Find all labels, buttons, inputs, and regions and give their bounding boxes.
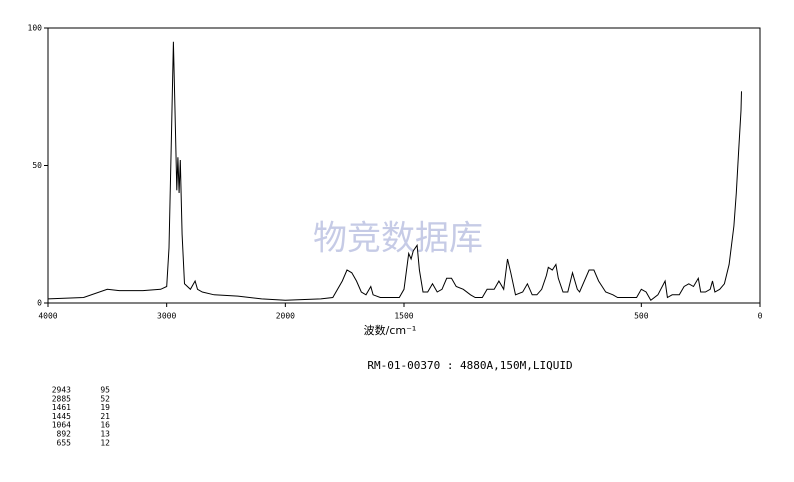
peak-cell: 12 — [100, 438, 110, 447]
peak-cell: 655 — [57, 438, 72, 447]
x-axis-label: 波数/cm⁻¹ — [364, 324, 417, 337]
peak-cell: 892 — [57, 430, 72, 439]
peak-cell: 1064 — [52, 421, 71, 430]
watermark: 物竞数据库 — [313, 219, 483, 259]
peak-cell: 16 — [100, 421, 110, 430]
peak-cell: 19 — [100, 403, 110, 412]
y-tick-label: 100 — [28, 24, 43, 33]
peak-cell: 13 — [100, 430, 110, 439]
peak-cell: 2885 — [52, 394, 71, 403]
x-tick-label: 2000 — [276, 312, 295, 321]
peak-cell: 2943 — [52, 386, 71, 395]
spectrum-line — [47, 41, 742, 302]
peak-cell: 1461 — [52, 403, 71, 412]
x-tick-label: 500 — [634, 312, 649, 321]
x-tick-label: 4000 — [38, 312, 57, 321]
peak-cell: 52 — [100, 394, 110, 403]
peak-cell: 95 — [100, 386, 110, 395]
x-tick-label: 3000 — [157, 312, 176, 321]
x-tick-label: 0 — [758, 312, 763, 321]
peak-cell: 21 — [100, 412, 110, 421]
subtitle: RM-01-00370 : 4880A,150M,LIQUID — [367, 359, 572, 372]
peak-cell: 1445 — [52, 412, 71, 421]
plot-frame — [47, 27, 761, 304]
y-tick-label: 0 — [37, 299, 42, 308]
y-tick-label: 50 — [32, 161, 42, 170]
x-tick-label: 1500 — [394, 312, 413, 321]
